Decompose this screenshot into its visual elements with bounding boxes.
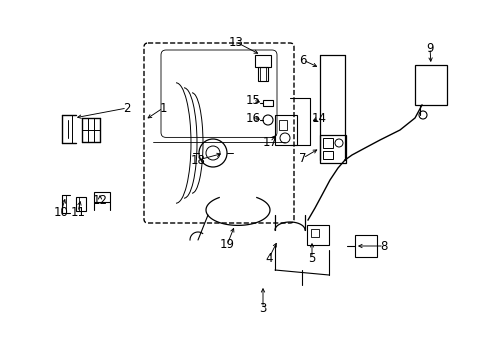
Text: 18: 18 xyxy=(190,153,205,166)
Text: 14: 14 xyxy=(311,112,326,125)
Text: 4: 4 xyxy=(264,252,272,265)
Text: 15: 15 xyxy=(245,94,260,107)
Text: 3: 3 xyxy=(259,302,266,315)
Bar xyxy=(306,225,328,245)
Text: 19: 19 xyxy=(219,238,234,252)
Bar xyxy=(414,65,446,105)
Text: 5: 5 xyxy=(307,252,315,265)
Text: 7: 7 xyxy=(299,152,306,165)
Text: 11: 11 xyxy=(70,206,85,219)
Text: 1: 1 xyxy=(159,102,166,114)
Bar xyxy=(274,115,296,145)
Bar xyxy=(319,135,346,163)
Text: 10: 10 xyxy=(54,206,68,219)
Text: 17: 17 xyxy=(262,135,277,148)
Bar xyxy=(263,100,272,106)
Text: 13: 13 xyxy=(228,36,243,49)
Text: 16: 16 xyxy=(245,112,260,125)
Text: 6: 6 xyxy=(299,54,306,67)
Bar xyxy=(279,120,286,130)
Bar xyxy=(76,197,86,211)
Bar xyxy=(354,235,376,257)
Text: 8: 8 xyxy=(380,239,387,252)
Bar xyxy=(254,55,270,67)
Bar xyxy=(310,229,318,237)
Bar xyxy=(258,67,267,81)
Text: 2: 2 xyxy=(123,102,130,114)
Bar xyxy=(323,138,332,148)
Bar xyxy=(94,192,110,202)
Text: 12: 12 xyxy=(92,194,107,207)
Bar xyxy=(323,151,332,159)
Text: 9: 9 xyxy=(426,41,433,54)
